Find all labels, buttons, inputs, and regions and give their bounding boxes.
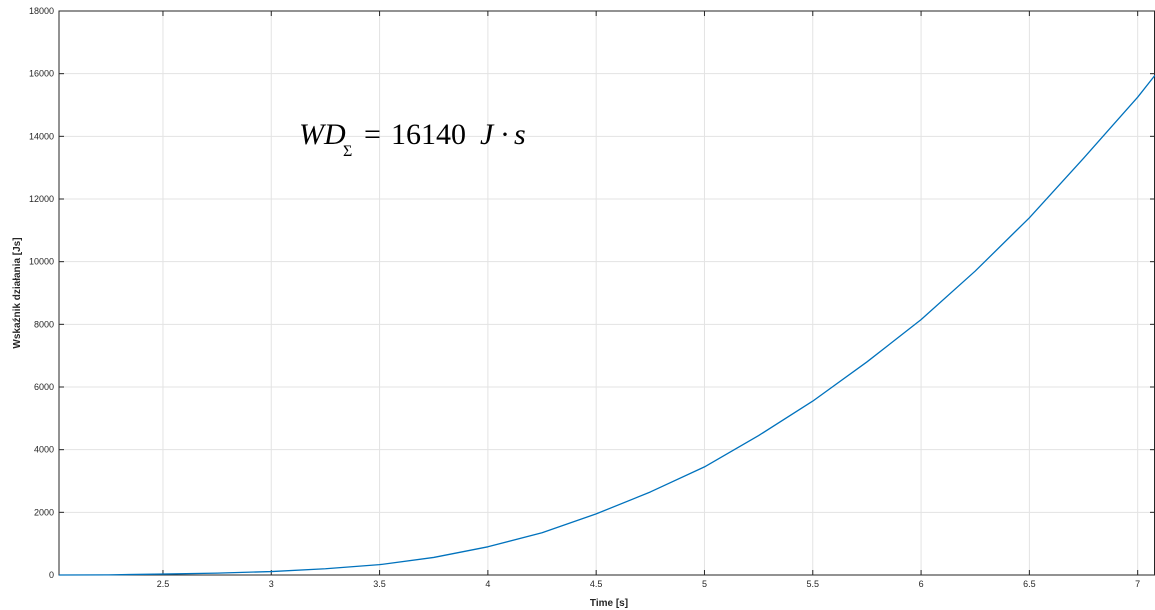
y-tick-label: 18000 [29,6,54,16]
x-tick-label: 6.5 [1023,579,1036,589]
y-tick-label: 12000 [29,194,54,204]
y-tick-label: 10000 [29,257,54,267]
x-tick-label: 7 [1135,579,1140,589]
y-tick-label: 6000 [34,382,54,392]
x-tick-label: 4 [485,579,490,589]
tick-labels: 2.5 3 3.5 4 4.5 5 5.5 6 6.5 7 0 2000 4000 6000 8000 100… [29,6,1140,589]
plot-background [59,11,1155,575]
annotation-main: WD [299,118,346,151]
x-axis-label: Time [s] [590,598,628,609]
formula-annotation: WD Σ = 16140 J · s [299,118,526,160]
x-tick-label: 6 [919,579,924,589]
series-line-1 [58,74,1155,576]
annotation-unit-s: s [514,118,526,151]
x-tick-label: 5.5 [807,579,820,589]
x-tick-label: 4.5 [590,579,603,589]
x-tick-label: 3 [269,579,274,589]
x-tick-label: 2.5 [157,579,170,589]
y-tick-label: 16000 [29,69,54,79]
annotation-unit-j: J [480,118,495,151]
y-tick-label: 8000 [34,319,54,329]
annotation-dot: · [500,118,510,151]
annotation-subscript: Σ [343,143,352,160]
y-tick-label: 2000 [34,507,54,517]
y-tick-label: 4000 [34,445,54,455]
x-tick-label: 3.5 [373,579,386,589]
series-group [58,74,1155,576]
x-tick-label: 5 [702,579,707,589]
y-axis-label: Wskaźnik działania [Js] [12,237,23,348]
y-tick-label: 0 [49,570,54,580]
y-tick-label: 14000 [29,131,54,141]
annotation-equals: = [364,118,381,151]
annotation-number: 16140 [391,118,466,151]
